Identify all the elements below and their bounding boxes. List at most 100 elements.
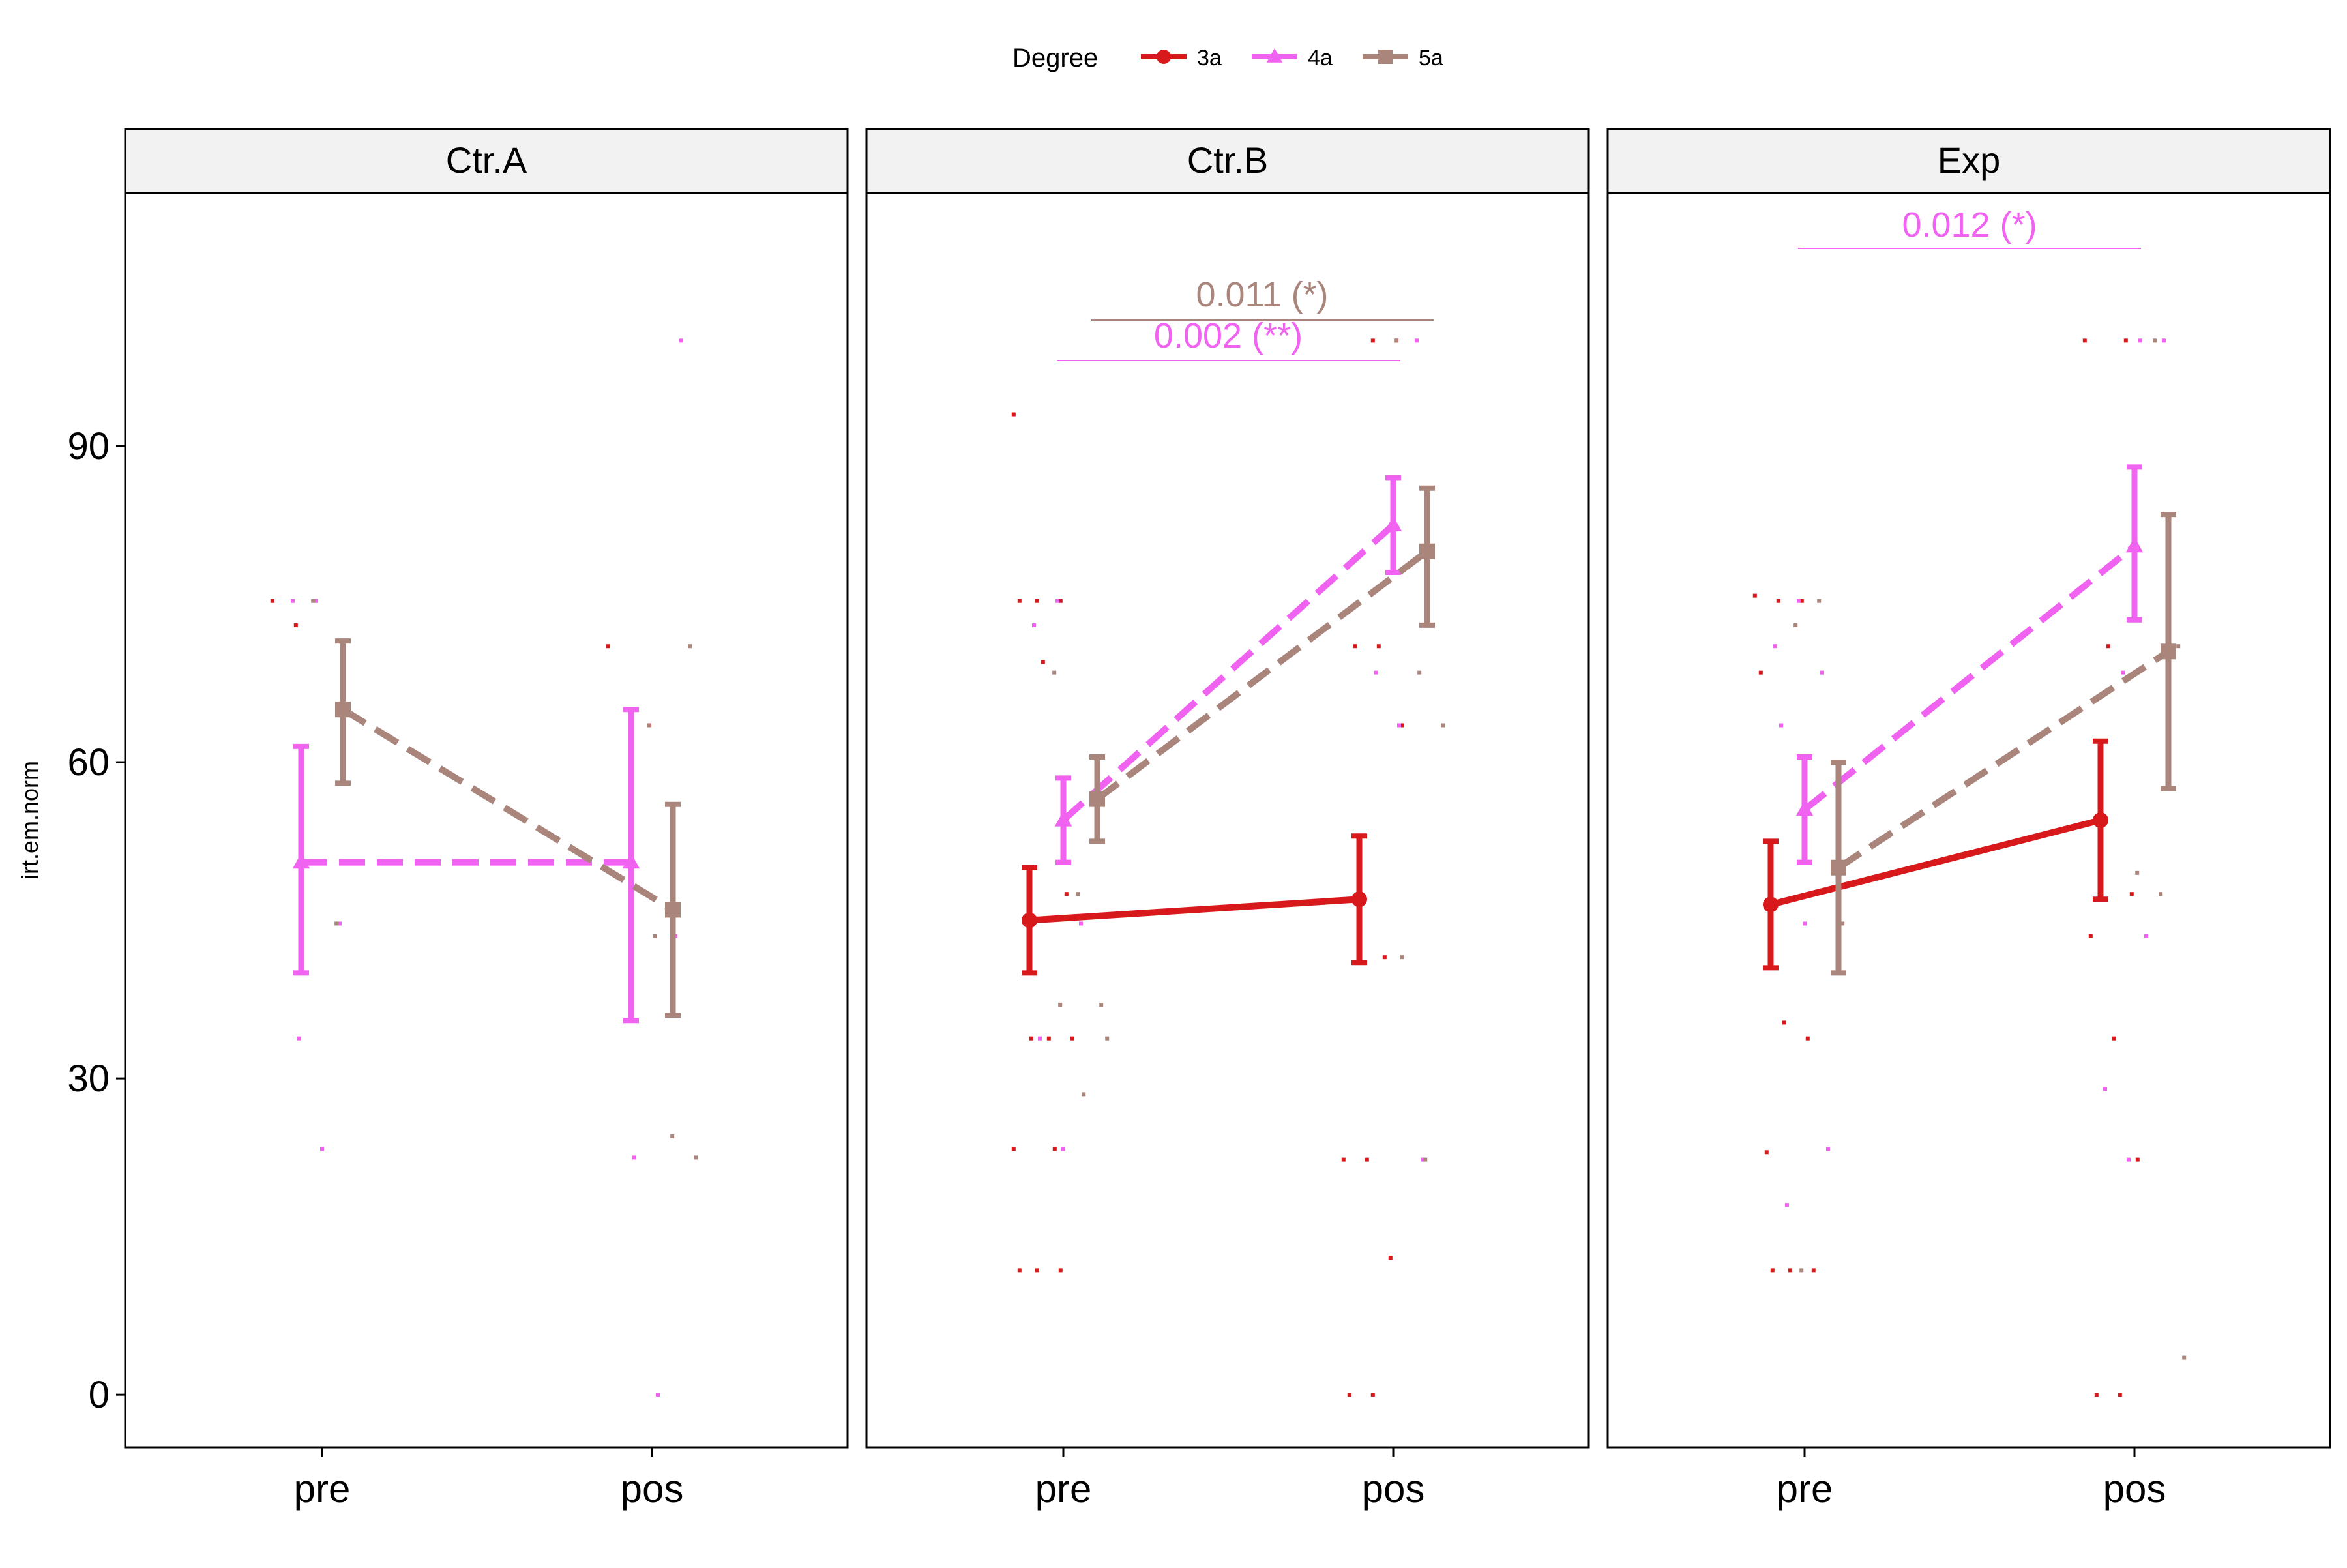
data-point [1370,1393,1375,1397]
data-point [1782,1020,1786,1025]
data-point [1374,670,1378,675]
series-marker [335,702,351,718]
data-point [291,599,295,603]
legend-key-circle [1157,50,1171,64]
y-tick-label: 60 [67,741,110,784]
data-point [1797,599,1801,603]
data-point [1397,723,1401,728]
legend-title: Degree [1012,44,1098,72]
data-point [1052,670,1057,675]
data-point [2153,338,2157,343]
data-point [2176,644,2181,649]
facet-title: Ctr.A [446,140,527,181]
data-point [1773,644,1777,649]
data-point [1779,723,1783,728]
x-tick-label: pos [1362,1467,1425,1511]
data-point [297,1036,301,1041]
panel-frame [1606,192,2331,1449]
data-point [1055,599,1059,603]
data-point [1415,338,1419,343]
legend-item-5a: 5a [1363,46,1443,70]
data-point [1417,670,1422,675]
data-point [647,723,651,728]
data-point [1070,1036,1074,1041]
x-tick-label: pos [2103,1467,2166,1511]
data-point [1788,1268,1792,1273]
data-point [1061,1147,1065,1151]
series-marker [2093,812,2108,828]
data-point [1105,1036,1110,1041]
x-tick-label: pre [294,1467,351,1511]
legend-label: 4a [1308,46,1333,70]
data-point [293,623,298,627]
data-point [1017,1268,1022,1273]
series-line [1095,548,1430,802]
data-point [1803,921,1807,926]
data-point [338,921,342,926]
data-point [2129,892,2134,896]
data-point [606,644,610,649]
data-point [2112,1036,2116,1041]
data-point [1394,338,1398,343]
series-marker [292,853,310,869]
significance-label: 0.012 (*) [1902,205,2037,244]
series-line [341,706,675,913]
significance-annotation: 0.002 (**) [1057,316,1400,361]
data-point [1793,623,1798,627]
data-point [270,599,274,603]
data-point [1770,1268,1775,1273]
data-point [1347,1393,1351,1397]
data-point [2088,934,2093,938]
series-marker [1419,543,1435,559]
series-line [1029,896,1360,924]
data-point [1099,1002,1104,1007]
y-tick-label: 90 [67,425,110,467]
data-point [314,599,318,603]
series-marker [1054,810,1072,827]
data-point [1764,1150,1769,1155]
data-point [1365,1157,1369,1162]
data-point [632,1155,636,1160]
data-point [2121,670,2125,675]
data-point [1370,338,1375,343]
data-point [2118,1393,2122,1397]
data-point [2159,892,2163,896]
data-point [1799,599,1804,603]
data-point [656,1393,660,1397]
data-point [1058,1002,1063,1007]
significance-annotation: 0.012 (*) [1798,205,2141,249]
data-point [1805,1036,1810,1041]
data-point [1840,921,1845,926]
series-3a [1763,738,2108,971]
series-line [1802,543,2137,812]
data-point [2127,1157,2131,1162]
data-point [1799,1268,1804,1273]
series-5a [1831,512,2176,976]
series-marker [1022,912,1037,928]
data-point [1811,1268,1816,1273]
data-point [1400,955,1404,960]
data-point [1029,1036,1033,1041]
y-axis: 0 30 60 90 irt.em.norm [16,425,125,1416]
series-marker [2161,643,2176,660]
facet-title: Exp [1938,140,2001,181]
series-line [1061,522,1396,823]
data-point [1376,644,1381,649]
data-point [694,1155,698,1160]
data-point [1758,670,1763,675]
data-point [2138,338,2142,343]
legend-key-square [1378,50,1393,64]
series-marker [1351,891,1367,908]
x-tick-label: pre [1777,1467,1833,1511]
legend-label: 3a [1197,46,1222,70]
data-point [2182,1355,2187,1360]
data-point [1423,1157,1428,1162]
series-marker [1384,516,1402,531]
data-point [2123,338,2128,343]
series-5a [1089,485,1435,844]
panel-exp: Exp pre pos 0.012 (*) [1606,128,2331,1511]
data-point [1046,1036,1051,1041]
data-point [1079,921,1083,926]
series-line [1837,649,2170,870]
